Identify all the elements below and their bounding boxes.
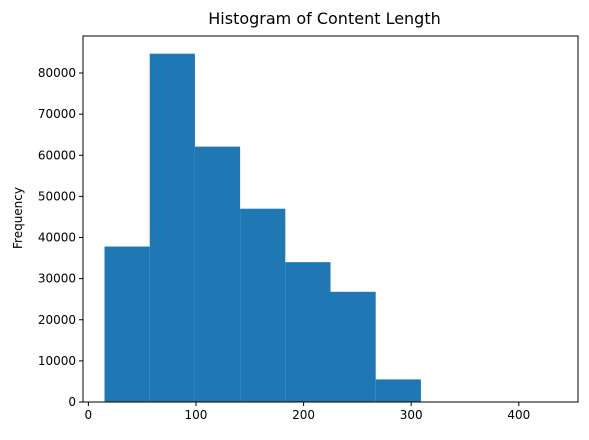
x-axis-ticks: 0 100 200 300 400 <box>85 402 530 422</box>
x-tick-label: 200 <box>292 408 315 422</box>
x-tick-label: 400 <box>507 408 530 422</box>
y-tick-label: 70000 <box>38 107 76 121</box>
histogram-bar-2 <box>149 53 195 403</box>
histogram-bar-3 <box>194 146 241 402</box>
histogram-bar-6 <box>330 291 376 402</box>
plot-frame <box>82 35 579 403</box>
x-tick-label: 0 <box>85 408 93 422</box>
y-axis-label: Frequency <box>11 187 25 249</box>
x-tick-label: 100 <box>185 408 208 422</box>
y-tick-label: 30000 <box>38 272 76 286</box>
x-tick-label: 300 <box>400 408 423 422</box>
y-axis-ticks: 0 10000 20000 30000 40000 50000 60000 70000 8000… <box>38 66 83 409</box>
histogram-bar-5 <box>285 262 331 402</box>
y-tick-label: 50000 <box>38 189 76 203</box>
y-tick-label: 0 <box>68 395 76 409</box>
chart-title: Histogram of Content Length <box>208 9 441 28</box>
y-tick-label: 20000 <box>38 313 76 327</box>
y-tick-label: 80000 <box>38 66 76 80</box>
histogram-bar-1 <box>104 246 150 402</box>
histogram-bar-7 <box>375 379 421 402</box>
histogram-bar-4 <box>240 208 286 402</box>
y-tick-label: 40000 <box>38 231 76 245</box>
y-tick-label: 10000 <box>38 354 76 368</box>
y-tick-label: 60000 <box>38 148 76 162</box>
bars-group <box>104 53 421 403</box>
